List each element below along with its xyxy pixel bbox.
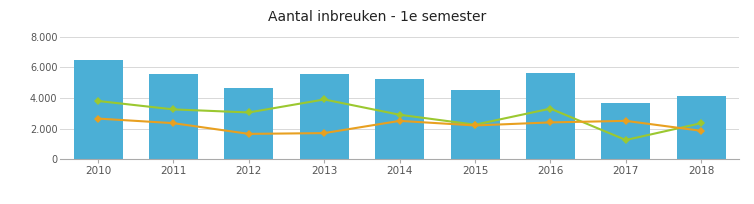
Bar	[375, 79, 424, 159]
Bar	[601, 103, 650, 159]
Bar	[73, 60, 122, 159]
Text: Aantal inbreuken - 1e semester: Aantal inbreuken - 1e semester	[268, 10, 486, 24]
Bar	[149, 74, 198, 159]
Bar	[676, 96, 725, 159]
Bar	[526, 73, 575, 159]
Bar	[450, 90, 499, 159]
Bar	[299, 74, 348, 159]
Bar	[225, 88, 273, 159]
